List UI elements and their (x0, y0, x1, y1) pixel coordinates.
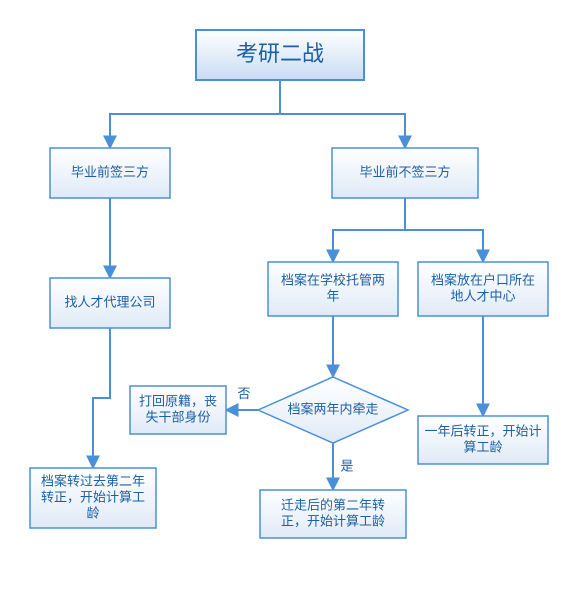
node-left_out: 档案转过去第二年转正，开始计算工龄 (30, 468, 156, 528)
node-mid_out-line1: 正，开始计算工龄 (281, 513, 385, 528)
node-signed-text: 毕业前签三方 (71, 164, 149, 179)
node-hukou-line0: 档案放在户口所在 (431, 272, 535, 287)
node-decide-text: 档案两年内牵走 (287, 401, 378, 416)
node-left_out-line1: 转正，开始计算工 (41, 489, 145, 504)
node-agent-text: 找人才代理公司 (64, 294, 155, 309)
node-unsigned: 毕业前不签三方 (332, 148, 478, 198)
node-school-line0: 档案在学校托管两 (281, 272, 385, 287)
node-signed: 毕业前签三方 (50, 148, 170, 198)
node-unsigned-text: 毕业前不签三方 (359, 164, 450, 179)
node-root-text: 考研二战 (236, 41, 324, 66)
edge-unsigned-school (333, 198, 405, 262)
edge-root-signed (110, 80, 280, 148)
node-back: 打回原籍，丧失干部身份 (130, 386, 226, 434)
edge-label-no: 否 (237, 386, 250, 401)
node-hukou: 档案放在户口所在地人才中心 (418, 262, 548, 316)
node-right_out: 一年后转正，开始计算工龄 (418, 416, 548, 464)
node-school-line1: 年 (326, 288, 339, 303)
node-school: 档案在学校托管两年 (268, 262, 398, 316)
node-right_out-line0: 一年后转正，开始计 (424, 423, 541, 438)
node-mid_out-line0: 迁走后的第二年转 (281, 497, 385, 512)
node-hukou-line1: 地人才中心 (450, 288, 515, 303)
flowchart-canvas: 否是考研二战毕业前签三方毕业前不签三方找人才代理公司档案在学校托管两年档案放在户… (0, 0, 586, 591)
edge-label-yes: 是 (340, 459, 353, 474)
node-back-line0: 打回原籍，丧 (139, 393, 217, 408)
node-mid_out: 迁走后的第二年转正，开始计算工龄 (260, 490, 406, 538)
edge-unsigned-hukou (405, 198, 483, 262)
node-agent: 找人才代理公司 (50, 278, 170, 328)
node-right_out-line1: 算工龄 (463, 439, 502, 454)
edge-agent-left_out (93, 328, 110, 468)
node-left_out-line0: 档案转过去第二年 (41, 473, 145, 488)
edge-root-unsigned (280, 80, 405, 148)
node-left_out-line2: 龄 (86, 505, 99, 520)
node-decide: 档案两年内牵走 (258, 377, 408, 443)
node-back-line1: 失干部身份 (145, 409, 210, 424)
node-root: 考研二战 (196, 30, 364, 80)
